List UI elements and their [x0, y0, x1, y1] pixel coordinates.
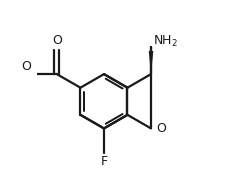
Text: F: F	[100, 156, 107, 169]
Text: NH$_2$: NH$_2$	[153, 34, 178, 49]
Text: O: O	[156, 122, 166, 135]
Polygon shape	[149, 51, 153, 74]
Text: O: O	[52, 34, 62, 47]
Text: O: O	[21, 60, 31, 73]
